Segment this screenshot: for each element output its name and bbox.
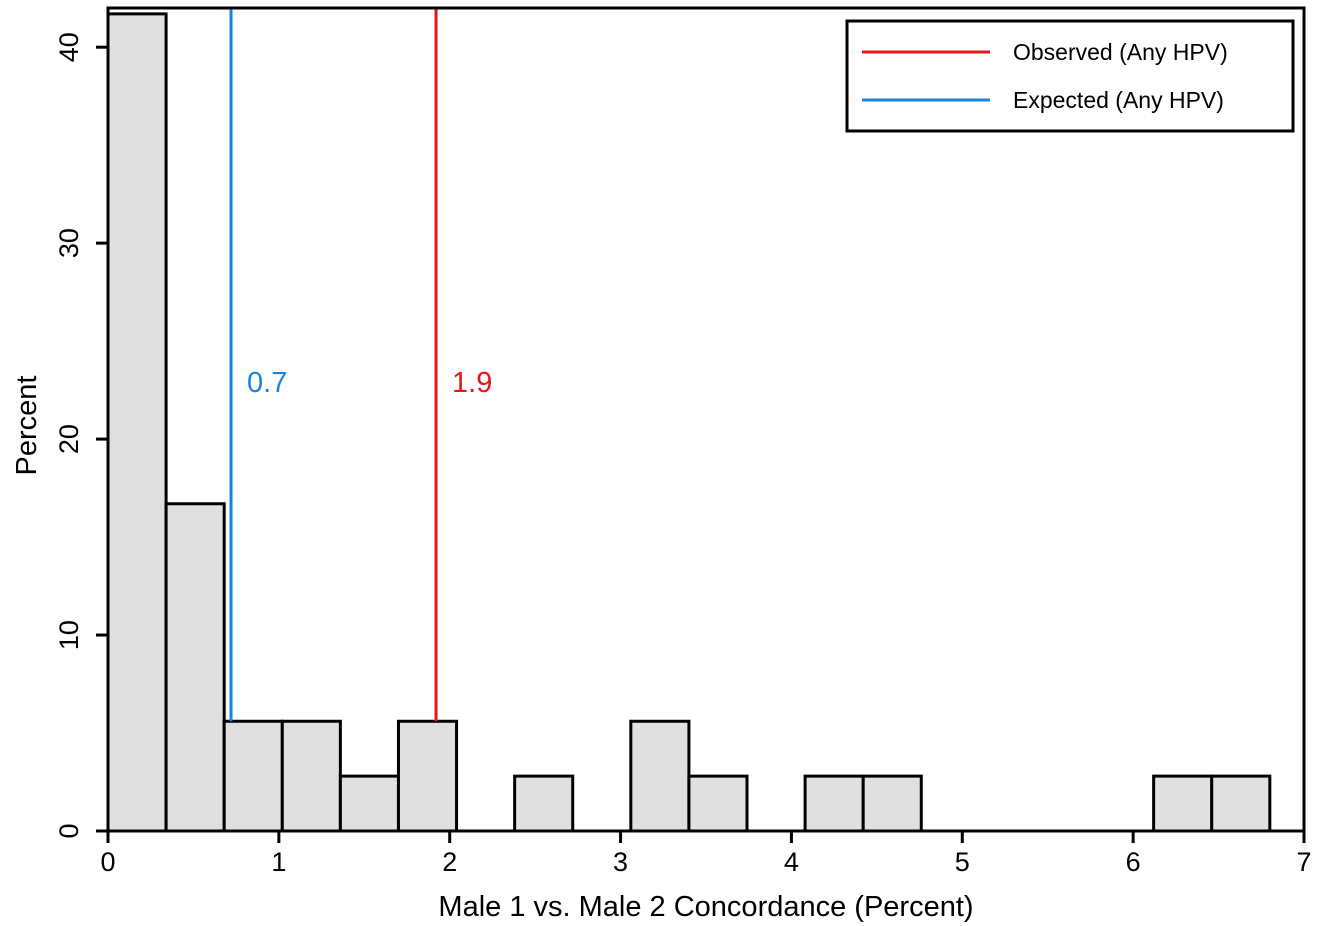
x-axis-title: Male 1 vs. Male 2 Concordance (Percent) <box>438 891 973 923</box>
x-tick-label-7: 7 <box>1296 847 1311 877</box>
bars-layer <box>106 12 1272 833</box>
histogram-bar-9 <box>629 719 691 833</box>
y-axis-title: Percent <box>11 376 43 476</box>
legend-label-0: Observed (Any HPV) <box>1013 39 1228 65</box>
x-tick-label-2: 2 <box>442 847 457 877</box>
y-tick-label-1: 10 <box>54 620 84 650</box>
x-tick-label-0: 0 <box>100 847 115 877</box>
legend: Observed (Any HPV) Expected (Any HPV) <box>845 19 1295 133</box>
legend-label-1: Expected (Any HPV) <box>1013 87 1224 113</box>
y-tick-label-0: 0 <box>54 823 84 838</box>
histogram-bar-7 <box>513 774 575 833</box>
y-tick-label-3: 30 <box>54 228 84 258</box>
histogram-bar-0 <box>106 12 168 833</box>
x-tick-label-4: 4 <box>784 847 799 877</box>
histogram-bar-4 <box>338 774 400 833</box>
ticks-layer: 0 1 2 3 4 5 6 7 0 10 20 30 40 <box>54 32 1312 877</box>
legend-box <box>845 19 1295 133</box>
plot-frame <box>106 6 1306 833</box>
y-tick-label-2: 20 <box>54 424 84 454</box>
histogram-bar-5 <box>396 719 459 833</box>
x-tick-label-3: 3 <box>613 847 628 877</box>
histogram-bar-12 <box>803 774 865 833</box>
reference-lines-layer: 1.9 0.7 <box>229 8 492 722</box>
reference-line-label-1: 0.7 <box>247 367 287 399</box>
histogram-bar-18 <box>1152 774 1214 833</box>
histogram-bar-13 <box>861 774 923 833</box>
reference-line-label-0: 1.9 <box>452 367 492 399</box>
histogram-bar-1 <box>164 502 226 833</box>
x-tick-label-1: 1 <box>271 847 286 877</box>
histogram-bar-19 <box>1210 774 1272 833</box>
x-tick-label-5: 5 <box>955 847 970 877</box>
histogram-bar-10 <box>687 774 749 833</box>
histogram-bar-3 <box>280 719 342 833</box>
x-tick-label-6: 6 <box>1126 847 1141 877</box>
y-tick-label-4: 40 <box>54 32 84 62</box>
histogram-bar-2 <box>222 719 284 833</box>
